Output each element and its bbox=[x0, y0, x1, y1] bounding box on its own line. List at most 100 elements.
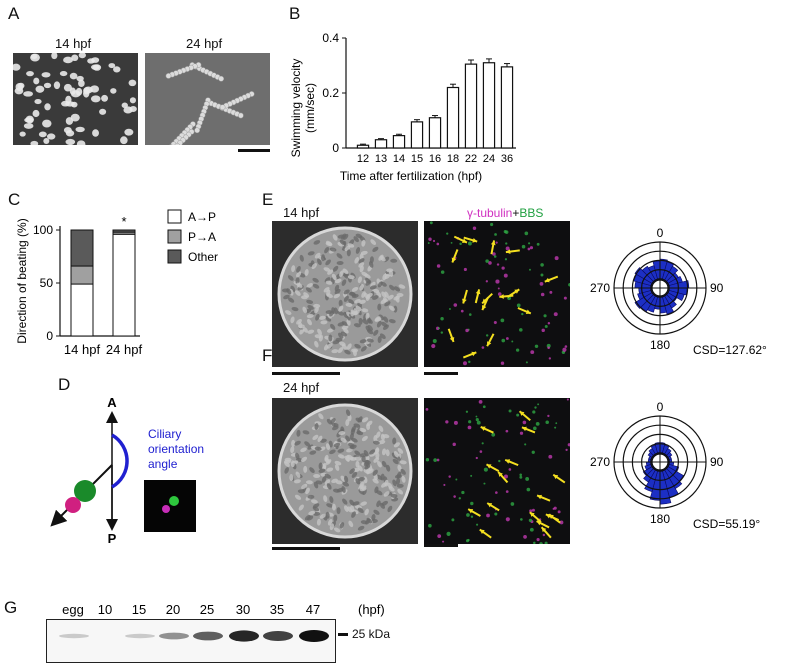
single-embryo bbox=[70, 113, 80, 122]
panel-a-right-label: 24 hpf bbox=[186, 36, 223, 51]
surface-cell bbox=[334, 460, 342, 466]
surface-cell bbox=[325, 259, 331, 266]
fluorescent-spot bbox=[467, 241, 472, 246]
surface-cell bbox=[346, 249, 351, 257]
fluorescent-spot bbox=[548, 357, 552, 360]
surface-cell bbox=[380, 255, 386, 262]
single-embryo bbox=[46, 133, 56, 140]
single-embryo bbox=[71, 90, 81, 98]
surface-cell bbox=[359, 283, 364, 291]
panel-a-left-label: 14 hpf bbox=[55, 36, 92, 51]
surface-cell bbox=[339, 522, 345, 529]
surface-cell bbox=[338, 332, 344, 339]
surface-cell bbox=[384, 301, 391, 307]
surface-cell bbox=[396, 483, 404, 488]
stacked-segment bbox=[70, 229, 94, 267]
embryo-brightfield-14hpf bbox=[272, 221, 418, 367]
surface-cell bbox=[350, 428, 356, 436]
chain-segment bbox=[237, 112, 244, 119]
surface-cell bbox=[349, 499, 355, 506]
fluorescent-spot bbox=[539, 281, 544, 286]
surface-cell bbox=[302, 306, 308, 314]
surface-cell bbox=[348, 520, 354, 528]
single-embryo bbox=[113, 66, 121, 73]
legend-label: P→A bbox=[188, 230, 216, 244]
fluorescent-spot bbox=[541, 328, 545, 333]
x-tick-label: 13 bbox=[375, 153, 387, 165]
surface-cell bbox=[396, 471, 402, 479]
fluorescent-spot bbox=[436, 458, 440, 462]
surface-cell bbox=[357, 525, 365, 531]
fluorescent-spot bbox=[500, 361, 505, 365]
d-inset-green bbox=[169, 496, 179, 506]
surface-cell bbox=[399, 460, 407, 465]
surface-cell bbox=[304, 441, 311, 447]
single-embryo bbox=[42, 119, 52, 128]
scale-bar-e2 bbox=[424, 372, 458, 375]
surface-cell bbox=[317, 258, 322, 266]
fluorescent-spot bbox=[428, 237, 432, 241]
legend-label: Other bbox=[188, 250, 218, 264]
embryo-brightfield-24hpf bbox=[272, 398, 418, 544]
fluorescent-spot bbox=[497, 287, 500, 290]
surface-cell bbox=[337, 347, 344, 354]
surface-cell bbox=[359, 339, 367, 344]
orientation-arrowhead bbox=[468, 509, 474, 514]
surface-cell bbox=[355, 305, 362, 312]
surface-cell bbox=[302, 326, 309, 333]
stacked-segment bbox=[112, 229, 136, 233]
d-green-dot bbox=[74, 480, 96, 502]
surface-cell bbox=[398, 284, 406, 289]
surface-cell bbox=[313, 240, 321, 245]
single-embryo bbox=[76, 140, 86, 145]
surface-cell bbox=[337, 322, 345, 327]
stain-plus: + bbox=[512, 206, 520, 220]
x-tick-label: 15 bbox=[411, 153, 423, 165]
fluorescent-spot bbox=[491, 432, 496, 437]
surface-cell bbox=[373, 509, 380, 515]
surface-cell bbox=[394, 286, 401, 292]
orientation-arrowhead bbox=[475, 289, 481, 295]
surface-cell bbox=[291, 439, 296, 447]
surface-cell bbox=[297, 324, 305, 329]
surface-cell bbox=[378, 314, 385, 321]
lane-label: 20 bbox=[166, 602, 180, 617]
fluorescent-spot bbox=[433, 458, 437, 462]
fluorescent-spot bbox=[554, 256, 559, 261]
blot-lane-labels: egg 10 15 20 25 30 35 47 (hpf) bbox=[62, 602, 385, 617]
surface-cell bbox=[381, 460, 387, 468]
surface-cell bbox=[366, 423, 371, 431]
surface-cell bbox=[381, 500, 388, 506]
fluorescent-spot bbox=[475, 418, 479, 422]
single-embryo bbox=[99, 108, 107, 115]
surface-cell bbox=[351, 286, 359, 292]
orientation-arrowhead bbox=[521, 426, 527, 432]
fluorescent-spot bbox=[523, 535, 527, 539]
single-embryo bbox=[23, 91, 34, 97]
single-embryo bbox=[120, 136, 128, 145]
surface-cell bbox=[359, 427, 367, 433]
lane-label: egg bbox=[62, 602, 84, 617]
fluorescent-spot bbox=[516, 303, 521, 308]
surface-cell bbox=[355, 233, 363, 239]
surface-cell bbox=[355, 247, 361, 254]
surface-cell bbox=[361, 271, 368, 277]
fluorescent-spot bbox=[482, 405, 486, 409]
fluorescent-spot bbox=[552, 507, 555, 510]
fluorescent-spot bbox=[485, 259, 489, 263]
surface-cell bbox=[364, 508, 369, 516]
fluorescent-spot bbox=[553, 312, 558, 317]
embryo-outline bbox=[277, 403, 413, 539]
surface-cell bbox=[347, 414, 352, 422]
fluorescent-spot bbox=[536, 538, 540, 542]
surface-cell bbox=[366, 338, 374, 343]
surface-cell bbox=[290, 446, 295, 454]
fluorescent-spot bbox=[494, 233, 497, 236]
fluorescent-spot bbox=[468, 313, 472, 316]
fluorescent-spot bbox=[492, 252, 496, 256]
surface-cell bbox=[283, 459, 291, 464]
swimming-velocity-chart: Swimming velocity (mm/sec) Time after fe… bbox=[289, 31, 516, 183]
surface-cell bbox=[314, 446, 322, 451]
chain-segment bbox=[194, 127, 200, 134]
surface-cell bbox=[298, 504, 304, 511]
